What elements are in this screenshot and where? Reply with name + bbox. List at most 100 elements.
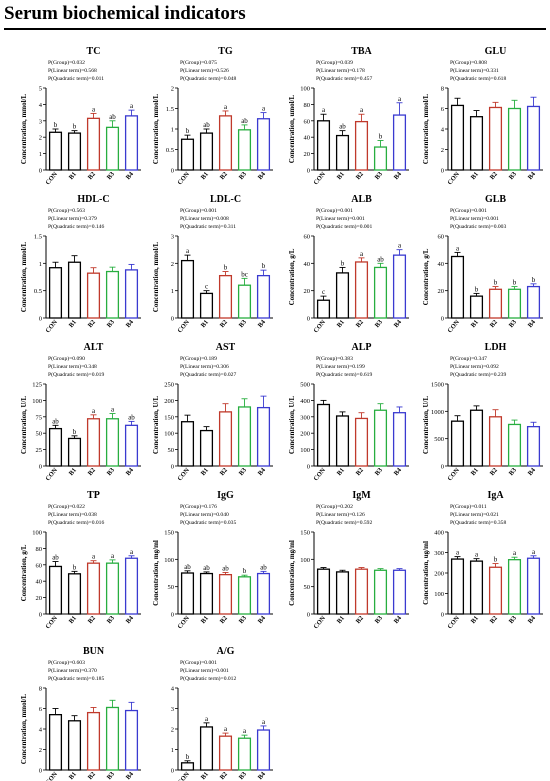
bar [180, 762, 195, 771]
significance-letter: b [475, 285, 479, 293]
stat-line: P(Quadratic term)=0.592 [316, 519, 372, 526]
bar [105, 270, 120, 319]
stat-line: P(Group)=0.001 [180, 207, 217, 214]
y-tick-label: 0 [39, 316, 42, 323]
x-tick-label: B2 [355, 319, 365, 329]
x-tick-label: CON [446, 171, 461, 187]
significance-letter: b [224, 264, 228, 272]
bar [450, 420, 465, 467]
x-tick-label: B1 [470, 319, 480, 329]
bar [124, 709, 139, 771]
x-tick-label: B1 [470, 615, 480, 625]
bar [199, 132, 214, 171]
x-tick-label: CON [44, 171, 59, 187]
chart-title: LDL-C [210, 194, 241, 205]
stat-line: P(Linear term)=0.370 [48, 667, 97, 674]
y-tick-label: 2 [171, 261, 174, 268]
chart-title: HDL-C [77, 194, 109, 205]
x-tick-label: B2 [355, 171, 365, 181]
x-tick-label: B2 [489, 319, 499, 329]
y-tick-label: 20 [438, 288, 445, 295]
y-tick-label: 0 [171, 168, 174, 175]
significance-letter: ab [184, 563, 191, 571]
stat-line: P(Linear term)=0.040 [180, 511, 229, 518]
significance-letter: a [262, 718, 266, 726]
chart-title: BUN [83, 646, 105, 657]
x-tick-label: B3 [374, 466, 385, 477]
y-tick-label: 400 [434, 530, 444, 537]
y-axis-label: Concentration, mmol/L [152, 93, 160, 164]
x-tick-label: B3 [106, 170, 117, 181]
bar [526, 425, 541, 467]
x-tick-label: B3 [374, 170, 385, 181]
x-tick-label: B2 [87, 771, 97, 781]
bar [354, 417, 369, 467]
y-tick-label: 100 [32, 398, 42, 405]
x-tick-label: B2 [489, 171, 499, 181]
bar [507, 559, 522, 615]
x-tick-label: B3 [106, 318, 117, 329]
y-tick-label: 0 [39, 168, 42, 175]
x-tick-label: B3 [238, 770, 249, 781]
y-axis-label: Concentration, g/L [20, 544, 28, 601]
significance-letter: a [92, 105, 96, 113]
significance-letter: a [224, 725, 228, 733]
y-tick-label: 100 [164, 431, 174, 438]
y-axis-label: Concentration, mmol/L [20, 241, 28, 312]
stat-line: P(Group)=0.001 [180, 659, 217, 666]
y-tick-label: 2 [39, 135, 42, 142]
y-tick-label: 1 [171, 288, 174, 295]
bar [392, 254, 407, 319]
chart-title: ALB [351, 194, 372, 205]
y-tick-label: 4 [441, 127, 445, 134]
bar [469, 295, 484, 319]
significance-letter: ab [128, 413, 135, 421]
stat-line: P(Group)=0.001 [450, 207, 487, 214]
x-tick-label: B2 [489, 615, 499, 625]
y-tick-label: 0 [307, 464, 310, 471]
y-tick-label: 8 [39, 686, 42, 693]
bar [237, 284, 252, 319]
chart-title: TP [87, 490, 100, 501]
bar [48, 267, 63, 319]
significance-letter: a [398, 95, 402, 103]
bar [373, 146, 388, 171]
significance-letter: ab [339, 123, 346, 131]
stat-line: P(Linear term)=0.348 [48, 363, 97, 370]
x-tick-label: B1 [336, 319, 346, 329]
y-tick-label: 0 [171, 768, 174, 775]
bar [488, 288, 503, 319]
bar [335, 134, 350, 171]
y-tick-label: 0 [307, 612, 310, 619]
significance-letter: b [379, 132, 383, 140]
bar [335, 415, 350, 467]
significance-letter: a [456, 244, 460, 252]
x-tick-label: B2 [87, 467, 97, 477]
y-tick-label: 400 [300, 398, 310, 405]
x-tick-label: B2 [219, 171, 229, 181]
stat-line: P(Linear term)=0.526 [180, 67, 229, 74]
y-tick-label: 0 [171, 316, 174, 323]
bar [335, 272, 350, 319]
bar [86, 272, 101, 319]
bar [218, 573, 233, 615]
x-tick-label: B4 [393, 170, 404, 181]
significance-letter: ab [241, 117, 248, 125]
y-axis-label: Concentration, mmol/L [20, 93, 28, 164]
stat-line: P(Group)=0.189 [180, 355, 217, 362]
bar [354, 261, 369, 319]
x-tick-label: B2 [219, 319, 229, 329]
chart-title: ALT [84, 342, 104, 353]
stat-line: P(Linear term)=0.379 [48, 215, 97, 222]
stat-line: P(Quadratic term)=0.239 [450, 371, 506, 378]
bar [392, 114, 407, 171]
significance-letter: a [205, 715, 209, 723]
x-tick-label: B3 [238, 466, 249, 477]
stat-line: P(Quadratic term)=0.311 [180, 223, 236, 230]
y-tick-label: 6 [39, 706, 43, 713]
stat-line: P(Linear term)=0.178 [316, 67, 365, 74]
y-tick-label: 20 [304, 288, 311, 295]
bar [469, 409, 484, 467]
